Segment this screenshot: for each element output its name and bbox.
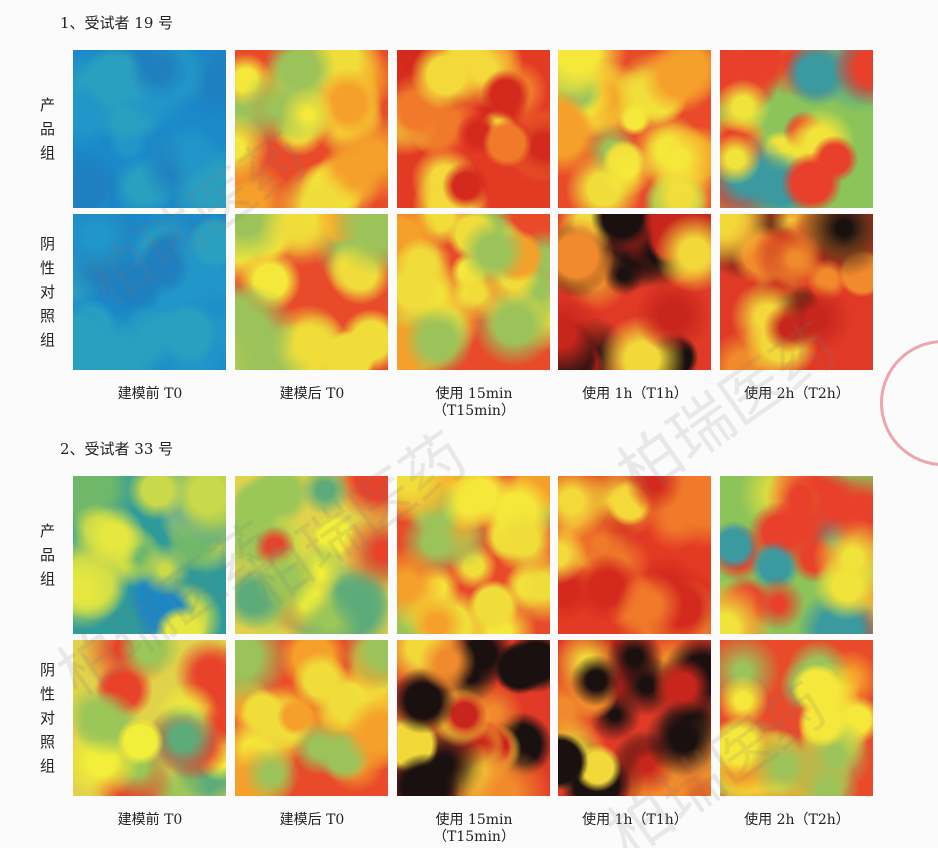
- column-label-line: 使用 1h（T1h）: [582, 386, 688, 402]
- column-label-line: 使用 15min: [435, 812, 513, 828]
- heatmap-panel: [73, 476, 226, 634]
- column-label-line: （T15min）: [433, 403, 515, 419]
- heatmap-panel: [558, 640, 711, 796]
- column-label: 建模后 T0: [227, 812, 397, 829]
- column-label-line: 建模前 T0: [117, 812, 183, 828]
- column-label: 使用 2h（T2h）: [712, 812, 882, 829]
- column-label-line: 使用 2h（T2h）: [744, 386, 850, 402]
- heatmap-panel: [235, 50, 388, 208]
- column-label: 使用 2h（T2h）: [712, 386, 882, 403]
- row-label: 产品组: [40, 96, 56, 162]
- heatmap-panel: [720, 50, 873, 208]
- column-label: 使用 1h（T1h）: [550, 386, 720, 403]
- heatmap-panel: [558, 214, 711, 370]
- heatmap-panel: [235, 214, 388, 370]
- heatmap-panel: [558, 476, 711, 634]
- seal-stamp: [880, 340, 938, 466]
- row-label: 阴性对照组: [40, 661, 56, 775]
- column-label-line: 使用 2h（T2h）: [744, 812, 850, 828]
- column-label: 使用 15min （T15min）: [389, 386, 559, 420]
- column-label: 使用 15min （T15min）: [389, 812, 559, 846]
- column-label: 使用 1h（T1h）: [550, 812, 720, 829]
- heatmap-panel: [73, 640, 226, 796]
- row-label: 阴性对照组: [40, 235, 56, 349]
- heatmap-panel: [73, 214, 226, 370]
- column-label: 建模前 T0: [65, 812, 235, 829]
- heatmap-panel: [720, 640, 873, 796]
- heatmap-panel: [397, 476, 550, 634]
- heatmap-panel: [397, 50, 550, 208]
- heatmap-panel: [397, 640, 550, 796]
- row-label: 产品组: [40, 522, 56, 588]
- section-title: 2、受试者 33 号: [60, 440, 174, 458]
- heatmap-panel: [73, 50, 226, 208]
- column-label-line: 使用 1h（T1h）: [582, 812, 688, 828]
- heatmap-panel: [558, 50, 711, 208]
- column-label-line: 建模后 T0: [279, 386, 345, 402]
- heatmap-panel: [235, 640, 388, 796]
- heatmap-panel: [397, 214, 550, 370]
- column-label-line: 建模后 T0: [279, 812, 345, 828]
- section-title: 1、受试者 19 号: [60, 14, 174, 32]
- column-label-line: （T15min）: [433, 829, 515, 845]
- heatmap-panel: [720, 214, 873, 370]
- column-label: 建模前 T0: [65, 386, 235, 403]
- heatmap-panel: [235, 476, 388, 634]
- column-label-line: 建模前 T0: [117, 386, 183, 402]
- column-label: 建模后 T0: [227, 386, 397, 403]
- heatmap-panel: [720, 476, 873, 634]
- column-label-line: 使用 15min: [435, 386, 513, 402]
